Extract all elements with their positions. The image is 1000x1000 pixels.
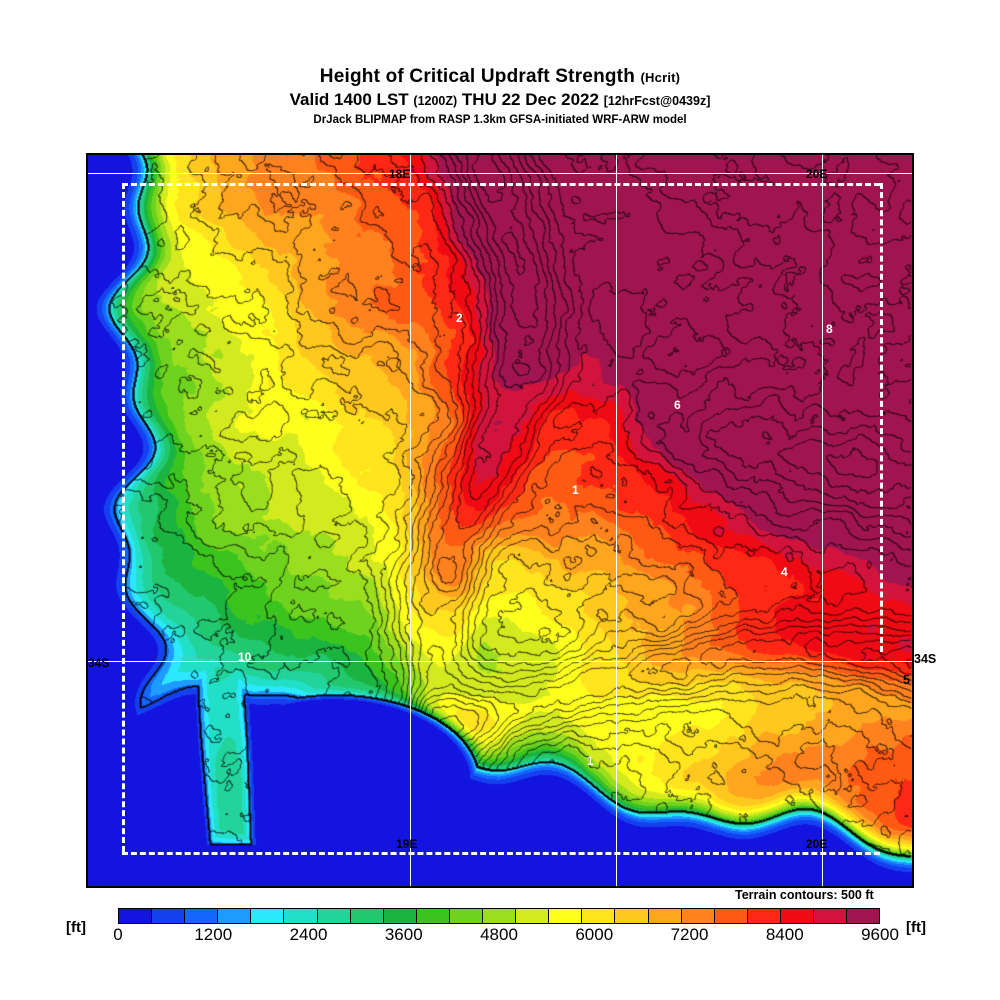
colorbar-tick-6000: 6000 xyxy=(575,925,614,944)
colorbar-tick-9600: 9600 xyxy=(861,925,899,944)
colorbar[interactable]: [ft] [ft] 0 1200 2400 3600 4800 6000 7200 8400 9… xyxy=(0,905,1000,955)
valid-time-line: Valid 1400 LST (1200Z) THU 22 Dec 2022 [… xyxy=(0,89,1000,112)
map-label-6-7: 6 xyxy=(674,398,681,412)
title-main-paren: (Hcrit) xyxy=(640,70,681,85)
colorbar-unit-right: [ft] xyxy=(906,919,926,936)
colorbar-tick-0: 0 xyxy=(113,925,123,944)
map-label-1-8: 1 xyxy=(572,483,579,497)
map-label-2-5: 2 xyxy=(456,311,463,325)
colorbar-swatch-9 xyxy=(416,909,450,923)
map-label-8-6: 8 xyxy=(826,322,833,336)
colorbar-swatch-12 xyxy=(516,909,550,923)
colorbar-swatch-21 xyxy=(813,909,848,923)
colorbar-swatch-13 xyxy=(549,909,583,923)
colorbar-swatch-11 xyxy=(483,909,517,923)
title-main-text: Height of Critical Updraft Strength xyxy=(319,66,636,87)
colorbar-swatch-17 xyxy=(681,909,715,923)
colorbar-tick-2400: 2400 xyxy=(289,925,328,944)
colorbar-swatches[interactable] xyxy=(118,908,880,924)
map-raster xyxy=(88,155,912,886)
valid-date: THU 22 Dec 2022 xyxy=(461,90,599,109)
colorbar-swatch-8 xyxy=(383,909,417,923)
colorbar-tick-labels: 0 1200 2400 3600 4800 6000 7200 8400 9600 xyxy=(113,925,899,949)
colorbar-tick-8400: 8400 xyxy=(765,925,804,944)
colorbar-unit-left: [ft] xyxy=(66,919,86,936)
colorbar-swatch-16 xyxy=(648,909,682,923)
domain-box-left xyxy=(122,183,125,852)
valid-prefix: Valid 1400 LST xyxy=(289,90,409,109)
colorbar-swatch-1 xyxy=(152,909,186,923)
colorbar-swatch-15 xyxy=(615,909,649,923)
colorbar-swatch-3 xyxy=(218,909,252,923)
map-edge-label-5-1: 5 xyxy=(903,673,910,687)
page-title: Height of Critical Updraft Strength (Hcr… xyxy=(0,66,1000,89)
map-label-1-11: 1 xyxy=(587,754,594,768)
colorbar-swatch-20 xyxy=(780,909,814,923)
colorbar-swatch-2 xyxy=(185,909,219,923)
colorbar-swatch-5 xyxy=(284,909,318,923)
colorbar-tick-4800: 4800 xyxy=(480,925,518,944)
colorbar-swatch-14 xyxy=(582,909,616,923)
colorbar-tick-1200: 1200 xyxy=(194,925,233,944)
colorbar-swatch-6 xyxy=(317,909,351,923)
map-label-20e-1: 20E xyxy=(806,167,828,181)
domain-box-top xyxy=(122,183,880,186)
title-block: Height of Critical Updraft Strength (Hcr… xyxy=(0,66,1000,129)
forecast-tag: [12hrFcst@0439z] xyxy=(603,94,711,108)
map-label-4-9: 4 xyxy=(781,565,788,579)
forecast-map[interactable] xyxy=(86,153,914,888)
map-label-20e-3: 20E xyxy=(806,837,828,851)
colorbar-swatch-10 xyxy=(449,909,484,923)
map-label-18e-0: 18E xyxy=(389,167,411,181)
map-label-19e-2: 19E xyxy=(396,837,418,851)
colorbar-tick-3600: 3600 xyxy=(384,925,423,944)
domain-box-right xyxy=(880,183,883,652)
map-edge-label-34s-0: 34S xyxy=(914,652,937,666)
colorbar-swatch-7 xyxy=(350,909,384,923)
colorbar-swatch-0 xyxy=(119,909,153,923)
colorbar-swatch-18 xyxy=(714,909,748,923)
colorbar-swatch-22 xyxy=(847,909,880,923)
map-label-10-10: 10 xyxy=(238,650,252,664)
colorbar-swatch-4 xyxy=(251,909,285,923)
colorbar-swatch-19 xyxy=(747,909,781,923)
map-label-34s-4: 34S xyxy=(88,656,110,670)
colorbar-tick-7200: 7200 xyxy=(670,925,709,944)
model-line: DrJack BLIPMAP from RASP 1.3km GFSA-init… xyxy=(313,114,687,126)
domain-box-bottom xyxy=(122,852,880,855)
terrain-contour-note: Terrain contours: 500 ft xyxy=(735,888,874,902)
valid-utc: (1200Z) xyxy=(413,94,458,108)
